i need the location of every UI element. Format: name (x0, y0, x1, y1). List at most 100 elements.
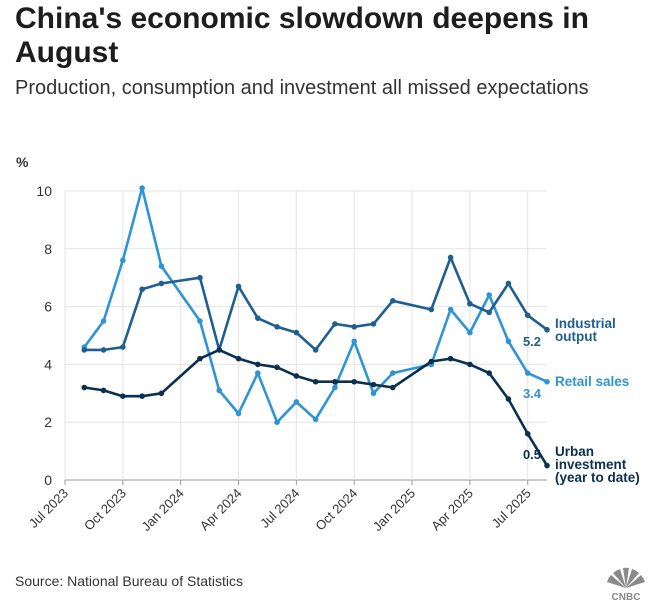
series-label-line: (year to date) (555, 470, 640, 485)
cnbc-wordmark: CNBC (612, 592, 641, 602)
x-tick-label: Oct 2024 (312, 486, 360, 534)
x-tick-label: Apr 2024 (197, 486, 245, 534)
source-note: Source: National Bureau of Statistics (15, 573, 244, 589)
series-label-line: Urban (555, 444, 594, 459)
retail-sales-point (505, 338, 512, 345)
industrial-output-point (370, 321, 377, 327)
urban-investment-point (158, 390, 165, 397)
retail-sales-series-label: Retail sales (555, 374, 629, 389)
urban-investment-point (524, 430, 531, 437)
urban-investment-point (100, 387, 107, 394)
retail-sales-point (293, 399, 300, 405)
series-label-line: Retail sales (555, 374, 629, 389)
retail-sales-point (254, 370, 261, 376)
retail-sales-point (351, 338, 358, 345)
y-tick-label: 10 (36, 183, 52, 199)
x-tick-label: Jul 2025 (488, 486, 533, 531)
series-label-line: output (555, 329, 597, 344)
urban-investment-point (447, 355, 454, 362)
retail-sales-line (83, 186, 549, 424)
industrial-output-point (332, 321, 338, 327)
series-label-line: investment (555, 457, 627, 472)
retail-sales-point (544, 378, 550, 385)
industrial-output-point (293, 329, 300, 336)
industrial-output-series-label: Industrial output (555, 316, 616, 344)
retail-sales-point (524, 370, 531, 376)
urban-investment-line (83, 348, 549, 467)
y-axis-unit-label: % (16, 154, 29, 170)
urban-investment-point (293, 373, 300, 379)
urban-investment-point (544, 462, 550, 469)
series-label-line: Industrial (555, 316, 616, 331)
industrial-output-point (524, 312, 531, 319)
y-tick-label: 0 (44, 472, 52, 488)
retail-sales-point (216, 387, 223, 394)
industrial-output-point (274, 324, 280, 330)
industrial-output-point (389, 298, 396, 304)
industrial-output-point (467, 300, 473, 307)
urban-investment-point (467, 361, 473, 368)
urban-investment-point (235, 355, 242, 362)
urban-investment-point (274, 364, 280, 371)
y-tick-label: 2 (44, 414, 52, 430)
urban-investment-point (351, 378, 358, 385)
urban-investment-point (370, 381, 377, 388)
x-tick-label: Oct 2023 (81, 486, 129, 534)
industrial-output-point (158, 280, 165, 287)
industrial-output-point (428, 306, 435, 313)
urban-investment-point (139, 393, 145, 399)
urban-investment-point (505, 396, 512, 402)
retail-sales-point (235, 410, 242, 417)
industrial-output-point (254, 315, 261, 321)
urban-investment-latest-value: 0.5 (523, 447, 541, 462)
y-tick-label: 6 (44, 299, 52, 315)
industrial-output-point (544, 326, 550, 333)
urban-investment-point (216, 347, 223, 353)
industrial-output-point (447, 254, 454, 261)
industrial-output-point (81, 347, 88, 353)
y-tick-label: 8 (44, 241, 52, 257)
retail-sales-point (486, 292, 492, 298)
industrial-output-point (197, 274, 203, 281)
urban-investment-point (254, 361, 261, 368)
industrial-output-latest-value: 5.2 (523, 334, 541, 349)
industrial-output-point (139, 286, 145, 293)
y-tick-label: 4 (44, 356, 52, 372)
urban-investment-point (486, 370, 492, 376)
retail-sales-point (332, 384, 338, 391)
x-tick-label: Apr 2025 (428, 486, 476, 534)
urban-investment-point (120, 393, 126, 399)
urban-investment-point (197, 355, 203, 362)
retail-sales-point (467, 329, 473, 336)
x-tick-label: Jan 2025 (370, 486, 418, 534)
retail-sales-point (389, 370, 396, 376)
industrial-output-point (351, 324, 358, 330)
retail-sales-point (274, 419, 280, 426)
industrial-output-point (505, 280, 512, 287)
cnbc-peacock-logo-icon: CNBC (607, 567, 645, 602)
x-tick-label: Jul 2024 (257, 486, 302, 531)
retail-sales-point (139, 185, 145, 191)
urban-investment-point (81, 384, 88, 391)
industrial-output-line (83, 256, 549, 352)
urban-investment-point (332, 378, 338, 385)
x-tick-label: Jul 2023 (26, 486, 71, 531)
retail-sales-point (197, 318, 203, 324)
industrial-output-point (235, 283, 242, 290)
industrial-output-point (312, 347, 319, 353)
urban-investment-point (428, 358, 435, 365)
retail-sales-point (100, 318, 107, 324)
urban-investment-point (312, 378, 319, 385)
industrial-output-point (486, 309, 492, 316)
chart-title: China's economic slowdown deepens in Aug… (15, 2, 589, 69)
urban-investment-series-label: Urban investment (year to date) (555, 444, 640, 485)
urban-investment-point (389, 384, 396, 391)
retail-sales-point (312, 416, 319, 423)
retail-sales-point (370, 390, 377, 397)
industrial-output-point (120, 344, 126, 350)
retail-sales-latest-value: 3.4 (523, 386, 542, 401)
x-tick-label: Jan 2024 (138, 486, 186, 534)
line-chart: % 0 2 4 6 8 10 Jul 2023 Oct 2023 Jan 2024 Apr 2024… (16, 154, 640, 534)
retail-sales-point (447, 306, 454, 313)
retail-sales-point (158, 263, 165, 269)
